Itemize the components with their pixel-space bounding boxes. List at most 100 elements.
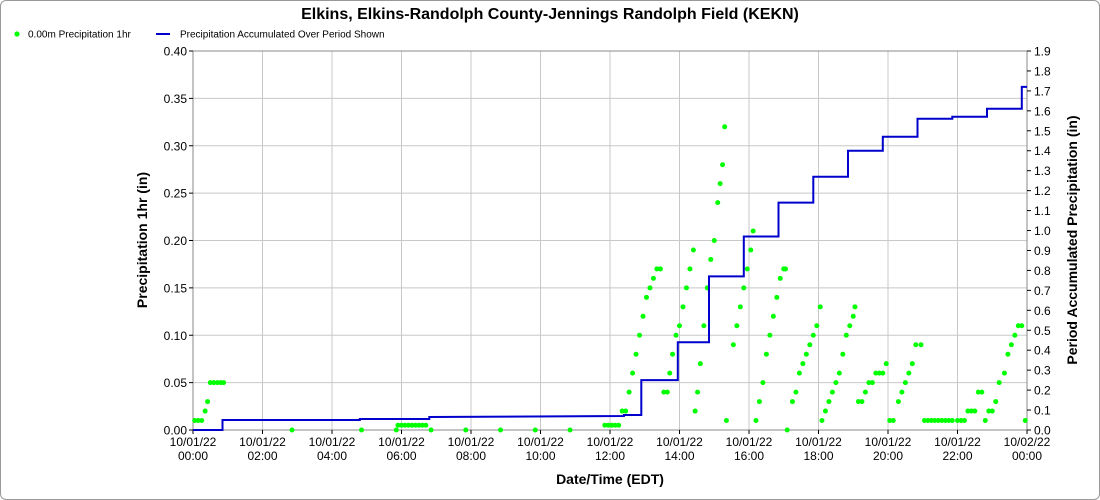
series-accumulated <box>193 85 1027 431</box>
precip-1hr-point <box>428 427 434 433</box>
precip-1hr-point <box>654 266 660 272</box>
precip-1hr-point <box>807 342 813 348</box>
precip-1hr-point <box>612 422 618 428</box>
precip-1hr-point <box>619 408 625 414</box>
precip-1hr-point <box>961 418 967 424</box>
precip-1hr-point <box>405 422 411 428</box>
precip-1hr-point <box>720 162 726 168</box>
y-right-tick-label: 0.5 <box>1034 324 1051 338</box>
precip-1hr-point <box>946 418 952 424</box>
precip-1hr-point <box>942 418 948 424</box>
precip-1hr-point <box>784 427 790 433</box>
precip-1hr-point <box>393 427 399 433</box>
x-tick-date: 10/01/22 <box>656 435 703 449</box>
x-tick-time: 04:00 <box>317 449 347 463</box>
precip-1hr-point <box>800 361 806 367</box>
precip-1hr-point <box>814 323 820 329</box>
precip-1hr-point <box>928 418 934 424</box>
precip-1hr-point <box>677 323 682 329</box>
y-right-tick-label: 0.3 <box>1034 364 1051 378</box>
precip-1hr-point <box>640 313 646 319</box>
y-right-tick-label: 1.2 <box>1034 184 1051 198</box>
precip-1hr-point <box>876 370 882 376</box>
x-tick-date: 10/01/22 <box>378 435 425 449</box>
precip-1hr-point <box>918 342 924 348</box>
precip-1hr-point <box>737 304 743 310</box>
precip-1hr-point <box>1005 351 1011 357</box>
precip-1hr-point <box>647 285 653 291</box>
precip-1hr-point <box>744 266 750 272</box>
precip-1hr-point <box>890 418 896 424</box>
y-left-tick-label: 0.10 <box>164 329 188 343</box>
precip-1hr-point <box>774 294 780 300</box>
precip-1hr-point <box>695 389 701 395</box>
x-tick-time: 00:00 <box>178 449 208 463</box>
precip-1hr-point <box>205 399 211 405</box>
precip-1hr-point <box>819 418 825 424</box>
precip-1hr-point <box>883 361 889 367</box>
precip-1hr-point <box>829 389 835 395</box>
accumulated-precip-line <box>193 85 1027 431</box>
x-tick-time: 08:00 <box>456 449 486 463</box>
precip-1hr-point <box>887 418 893 424</box>
x-tick-date: 10/01/22 <box>865 435 912 449</box>
precip-1hr-point <box>650 275 656 281</box>
y-right-tick-label: 0.9 <box>1034 244 1051 258</box>
grid <box>192 50 1028 431</box>
y-right-tick-label: 1.6 <box>1034 104 1051 118</box>
x-tick-date: 10/01/22 <box>309 435 356 449</box>
precip-1hr-point <box>810 332 816 338</box>
y-right-tick-label: 0.8 <box>1034 264 1051 278</box>
precip-1hr-point <box>767 332 773 338</box>
precip-1hr-point <box>637 332 643 338</box>
precip-1hr-point <box>690 247 696 253</box>
y-left-tick-label: 0.20 <box>164 234 188 248</box>
precip-1hr-point <box>416 422 422 428</box>
y-right-tick-label: 1.5 <box>1034 124 1051 138</box>
precip-1hr-point <box>402 422 408 428</box>
precip-1hr-point <box>850 313 856 319</box>
precip-1hr-point <box>935 418 941 424</box>
precip-1hr-point <box>697 361 703 367</box>
precip-1hr-point <box>817 304 823 310</box>
precip-1hr-point <box>419 422 425 428</box>
precip-1hr-point <box>412 422 418 428</box>
precip-1hr-point <box>626 389 632 395</box>
precip-1hr-point <box>633 351 639 357</box>
legend-dot-precip-1hr <box>14 31 20 37</box>
precip-1hr-point <box>211 380 217 386</box>
precip-1hr-point <box>869 380 875 386</box>
precip-1hr-point <box>949 418 955 424</box>
x-tick-date: 10/01/22 <box>587 435 634 449</box>
precip-1hr-point <box>498 427 504 433</box>
precip-1hr-point <box>643 294 649 300</box>
precip-1hr-point <box>683 285 689 291</box>
y-left-tick-label: 0.40 <box>164 45 188 59</box>
precip-1hr-point <box>913 342 919 348</box>
legend-label-precip-1hr: 0.00m Precipitation 1hr <box>28 30 132 41</box>
x-tick-time: 22:00 <box>942 449 972 463</box>
precip-1hr-point <box>399 422 404 428</box>
precip-1hr-point <box>692 408 698 414</box>
precip-1hr-point <box>852 304 858 310</box>
precip-1hr-point <box>836 370 842 376</box>
precip-1hr-point <box>661 389 667 395</box>
precip-1hr-point <box>782 266 788 272</box>
precip-1hr-point <box>722 124 728 130</box>
precip-1hr-point <box>463 427 469 433</box>
x-axis: 10/01/2200:0010/01/2202:0010/01/2204:001… <box>170 430 1051 463</box>
y-right-tick-label: 0.2 <box>1034 384 1051 398</box>
precip-1hr-point <box>1001 370 1007 376</box>
y-axis-right: 0.0 0.1 0.2 0.3 0.4 0.5 0.6 0.7 0.8 0.9 1.0 1.1 1.2 1… <box>1027 45 1051 438</box>
y-right-tick-label: 1.1 <box>1034 204 1051 218</box>
precip-1hr-point <box>605 422 611 428</box>
precip-1hr-point <box>777 275 783 281</box>
y-right-tick-label: 1.3 <box>1034 164 1051 178</box>
x-tick-time: 12:00 <box>595 449 625 463</box>
precip-1hr-point <box>880 370 886 376</box>
precip-1hr-point <box>909 361 915 367</box>
precip-1hr-point <box>789 399 795 405</box>
x-axis-label: Date/Time (EDT) <box>556 471 664 487</box>
precip-1hr-point <box>195 418 201 424</box>
